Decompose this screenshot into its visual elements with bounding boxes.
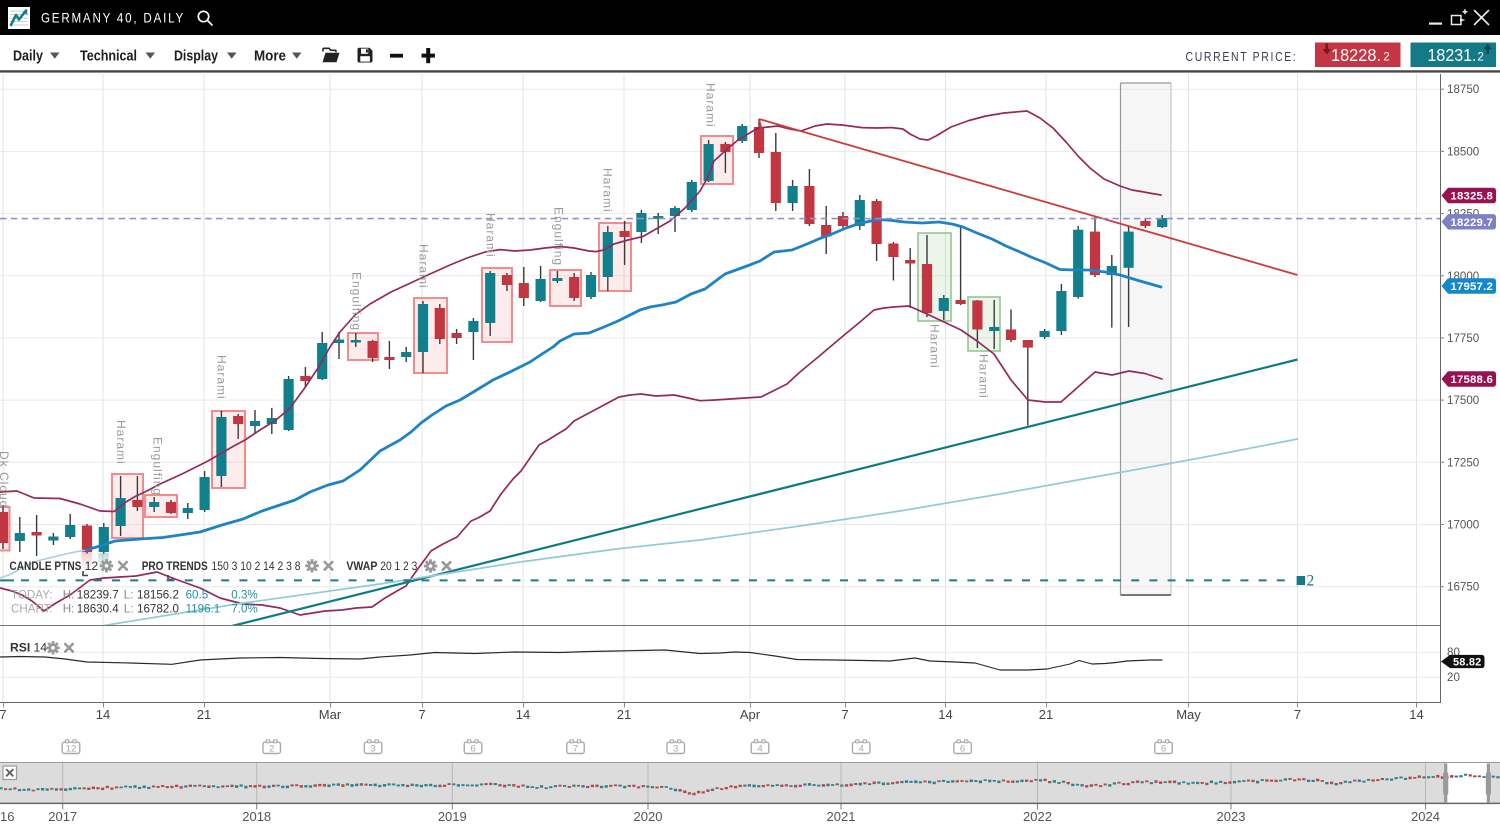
svg-text:Daily: Daily: [13, 49, 43, 65]
svg-text:2020: 2020: [634, 809, 663, 824]
svg-text:2021: 2021: [827, 809, 856, 824]
svg-text:150 3 10 2 14 2 3 8: 150 3 10 2 14 2 3 8: [212, 559, 301, 573]
svg-text:17500: 17500: [1447, 394, 1479, 407]
svg-text:L:: L:: [124, 602, 134, 615]
svg-text:Harami: Harami: [417, 244, 431, 289]
svg-text:Harami: Harami: [601, 168, 615, 213]
svg-text:17750: 17750: [1447, 332, 1479, 345]
svg-text:Display: Display: [174, 49, 218, 65]
svg-text:Harami: Harami: [215, 355, 229, 400]
svg-text:17588.6: 17588.6: [1450, 374, 1493, 386]
svg-text:12: 12: [85, 559, 99, 573]
svg-text:Technical: Technical: [80, 49, 137, 65]
svg-text:TODAY:: TODAY:: [11, 588, 52, 601]
svg-text:VWAP: VWAP: [346, 559, 377, 573]
svg-text:60.5: 60.5: [186, 588, 209, 601]
svg-text:7: 7: [418, 707, 425, 722]
svg-text:17957.2: 17957.2: [1450, 281, 1493, 293]
svg-text:2022: 2022: [1023, 809, 1052, 824]
svg-text:20: 20: [1447, 671, 1460, 684]
svg-text:18228.: 18228.: [1331, 45, 1381, 65]
svg-text:21: 21: [1039, 707, 1053, 722]
svg-text:Harami: Harami: [977, 354, 991, 399]
svg-text:Harami: Harami: [704, 83, 718, 128]
svg-text:18325.8: 18325.8: [1450, 191, 1493, 203]
svg-text:7: 7: [573, 743, 578, 754]
svg-text:Engulfing: Engulfing: [552, 207, 566, 266]
svg-text:CHART:: CHART:: [11, 602, 53, 615]
svg-text:16750: 16750: [1447, 581, 1479, 594]
svg-text:CANDLE PTNS: CANDLE PTNS: [9, 559, 81, 573]
svg-text:L:: L:: [124, 588, 134, 601]
svg-text:Apr: Apr: [740, 707, 761, 722]
svg-text:16782.0: 16782.0: [137, 602, 179, 615]
svg-text:Harami: Harami: [484, 213, 498, 258]
svg-text:H:: H:: [63, 602, 75, 615]
svg-text:18239.7: 18239.7: [77, 588, 119, 601]
svg-text:GERMANY 40, DAILY: GERMANY 40, DAILY: [41, 11, 185, 26]
svg-text:2: 2: [1307, 573, 1315, 590]
svg-text:2024: 2024: [1411, 809, 1440, 824]
svg-text:14: 14: [516, 707, 530, 722]
svg-text:1196.1: 1196.1: [186, 602, 221, 615]
svg-text:7: 7: [841, 707, 848, 722]
svg-text:7: 7: [1294, 707, 1301, 722]
svg-text:12: 12: [66, 743, 77, 754]
svg-text:2017: 2017: [48, 809, 77, 824]
svg-text:7.0%: 7.0%: [231, 602, 257, 615]
svg-text:H:: H:: [63, 588, 75, 601]
svg-text:3: 3: [673, 743, 678, 754]
svg-text:20 1 2 3: 20 1 2 3: [380, 559, 417, 573]
svg-text:4: 4: [757, 743, 763, 754]
svg-text:17000: 17000: [1447, 519, 1479, 532]
svg-text:3: 3: [370, 743, 375, 754]
svg-text:RSI: RSI: [10, 641, 30, 655]
svg-text:7: 7: [0, 707, 7, 722]
svg-text:Harami: Harami: [114, 420, 128, 465]
svg-text:4: 4: [859, 743, 865, 754]
svg-text:Dk Cloud: Dk Cloud: [0, 451, 11, 508]
svg-text:21: 21: [197, 707, 211, 722]
svg-text:More: More: [254, 49, 286, 65]
svg-text:0.3%: 0.3%: [231, 588, 257, 601]
svg-text:14: 14: [1409, 707, 1423, 722]
svg-text:18231.: 18231.: [1428, 45, 1477, 65]
svg-text:2: 2: [1383, 51, 1389, 63]
svg-text:6: 6: [1161, 743, 1166, 754]
svg-text:18156.2: 18156.2: [137, 588, 179, 601]
svg-text:18630.4: 18630.4: [77, 602, 119, 615]
svg-text:2: 2: [269, 743, 274, 754]
svg-text:Engulfing: Engulfing: [350, 272, 364, 331]
svg-text:18750: 18750: [1447, 83, 1479, 96]
svg-text:2: 2: [1477, 51, 1483, 63]
svg-text:17250: 17250: [1447, 456, 1479, 469]
svg-text:14: 14: [34, 641, 48, 655]
svg-text:6: 6: [960, 743, 965, 754]
svg-text:16: 16: [0, 809, 14, 824]
svg-text:6: 6: [470, 743, 475, 754]
svg-text:Harami: Harami: [928, 324, 942, 369]
svg-text:14: 14: [96, 707, 110, 722]
svg-text:2018: 2018: [242, 809, 271, 824]
svg-text:Mar: Mar: [319, 707, 342, 722]
svg-text:2023: 2023: [1217, 809, 1246, 824]
svg-text:2019: 2019: [438, 809, 467, 824]
svg-text:PRO TRENDS: PRO TRENDS: [142, 559, 208, 573]
svg-text:Engulfing: Engulfing: [151, 437, 165, 496]
svg-text:CURRENT PRICE:: CURRENT PRICE:: [1186, 50, 1298, 64]
svg-text:21: 21: [617, 707, 631, 722]
svg-text:58.82: 58.82: [1453, 657, 1482, 669]
svg-text:18229.7: 18229.7: [1450, 217, 1493, 229]
svg-text:18500: 18500: [1447, 145, 1479, 158]
svg-text:14: 14: [938, 707, 952, 722]
svg-text:May: May: [1176, 707, 1201, 722]
